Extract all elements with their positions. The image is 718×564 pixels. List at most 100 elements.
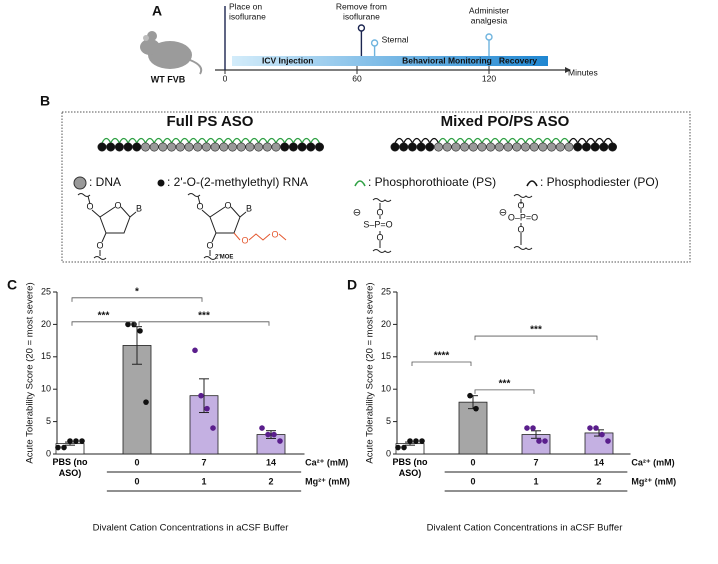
linkage <box>136 137 147 144</box>
linkage <box>594 137 605 144</box>
x-tick-label: 7 <box>533 457 538 467</box>
data-point <box>55 444 61 451</box>
dna-nucleotide <box>564 142 574 152</box>
dna-nucleotide <box>529 142 539 152</box>
atom-label: B <box>136 203 142 213</box>
atom-label: O <box>224 200 231 210</box>
linkage <box>437 137 448 144</box>
legend-dna <box>73 176 87 190</box>
bar <box>458 401 488 455</box>
linkage <box>603 137 614 144</box>
dna-nucleotide <box>442 142 452 152</box>
linkage <box>284 137 294 144</box>
atom-label: O <box>86 201 93 211</box>
legend-label: : DNA <box>89 175 121 189</box>
significance-bracket <box>474 389 535 394</box>
linkage <box>559 137 570 144</box>
data-point <box>271 431 277 438</box>
strand-title: Mixed PO/PS ASO <box>441 113 570 130</box>
event-label: Place on <box>229 1 262 11</box>
moe-nucleotide <box>297 142 307 152</box>
linkage <box>153 137 164 144</box>
linkage <box>101 137 112 144</box>
linkage <box>171 137 181 144</box>
event-marker <box>485 33 493 41</box>
dna-nucleotide <box>245 142 255 152</box>
data-point <box>473 405 479 412</box>
linkage <box>188 137 199 144</box>
data-point <box>395 444 401 451</box>
event-label: analgesia <box>471 15 508 25</box>
atom-label: O <box>206 240 213 250</box>
dna-nucleotide <box>477 142 487 152</box>
linkage <box>533 137 544 144</box>
moe-nucleotide <box>425 142 435 152</box>
y-axis-label: Acute Tolerability Score (20 = most seve… <box>25 282 36 463</box>
linkage <box>446 137 457 144</box>
data-point <box>524 425 530 431</box>
moe-nucleotide <box>581 142 591 152</box>
linkage <box>110 137 120 144</box>
legend-ps <box>354 180 366 187</box>
moe-nucleotide <box>106 142 116 152</box>
atom-label: B <box>246 203 252 213</box>
legend-po <box>526 180 538 187</box>
data-point <box>542 438 548 444</box>
data-point <box>198 392 204 399</box>
linkage <box>240 137 251 144</box>
linkage <box>411 137 422 144</box>
linkage <box>249 137 260 144</box>
data-point <box>210 425 216 431</box>
dna-nucleotide <box>158 142 168 152</box>
dna-nucleotide <box>193 142 203 152</box>
linkage <box>231 137 242 144</box>
dna-nucleotide <box>141 142 151 152</box>
strain-label: WT FVB <box>151 74 186 84</box>
event-label: isoflurane <box>229 11 266 21</box>
data-point <box>61 444 67 451</box>
significance-bracket <box>411 361 472 366</box>
legend-moe <box>157 179 165 187</box>
atom-label: O <box>241 235 248 245</box>
dna-nucleotide <box>547 142 557 152</box>
data-point <box>204 405 210 412</box>
data-point <box>259 425 265 431</box>
y-tick-label: 5 <box>386 416 391 426</box>
linkage <box>179 137 190 144</box>
axis-unit: Minutes <box>568 67 598 77</box>
event-marker <box>370 39 379 47</box>
data-point <box>79 438 85 444</box>
phase-label: Behavioral Monitoring <box>402 55 492 65</box>
panel-label: D <box>347 277 357 293</box>
mouse-icon <box>140 31 203 75</box>
dna-nucleotide <box>228 142 238 152</box>
linkage <box>266 137 277 144</box>
data-point <box>192 347 198 354</box>
linkage <box>275 137 286 144</box>
significance-bracket <box>138 321 270 326</box>
data-point <box>599 431 605 438</box>
moe-nucleotide <box>599 142 609 152</box>
x-tick-label-2: 1 <box>533 476 538 486</box>
data-point <box>605 438 611 444</box>
data-point <box>137 328 143 334</box>
charge: ⊖ <box>499 208 507 219</box>
data-point <box>143 399 149 405</box>
tick-label: 60 <box>352 73 362 83</box>
moe-nucleotide <box>314 142 324 152</box>
significance-label: *** <box>530 325 542 336</box>
event-label: Sternal <box>382 34 409 44</box>
moe-nucleotide <box>114 142 124 152</box>
y-tick-label: 10 <box>381 384 391 394</box>
x-axis-label: Divalent Cation Concentrations in aCSF B… <box>427 523 623 534</box>
dna-nucleotide <box>451 142 461 152</box>
atom-label: O <box>96 240 103 250</box>
event-marker <box>357 24 366 32</box>
linkage <box>551 137 561 144</box>
linkage <box>144 137 155 144</box>
tick-label: 120 <box>482 73 496 83</box>
event-label: isoflurane <box>343 11 380 21</box>
moe-nucleotide <box>123 142 133 152</box>
